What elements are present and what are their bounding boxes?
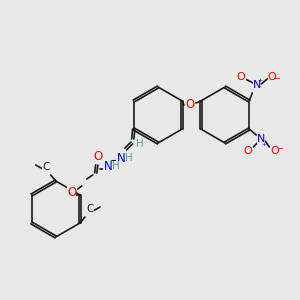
- Text: C: C: [42, 162, 50, 172]
- Text: O: O: [185, 98, 195, 112]
- Text: O: O: [237, 72, 246, 82]
- Text: O: O: [268, 72, 277, 82]
- Text: O: O: [67, 185, 76, 199]
- Text: N: N: [103, 160, 112, 173]
- Text: +: +: [258, 79, 263, 83]
- Text: N: N: [253, 80, 261, 90]
- Text: O: O: [271, 146, 280, 156]
- Text: +: +: [262, 142, 267, 146]
- Text: −: −: [276, 145, 283, 154]
- Text: O: O: [244, 146, 253, 156]
- Text: −: −: [273, 74, 280, 83]
- Text: H: H: [112, 161, 120, 171]
- Text: H: H: [125, 153, 133, 163]
- Text: N: N: [116, 152, 125, 166]
- Text: H: H: [136, 139, 144, 149]
- Text: C: C: [86, 204, 94, 214]
- Text: N: N: [257, 134, 266, 144]
- Text: O: O: [93, 151, 102, 164]
